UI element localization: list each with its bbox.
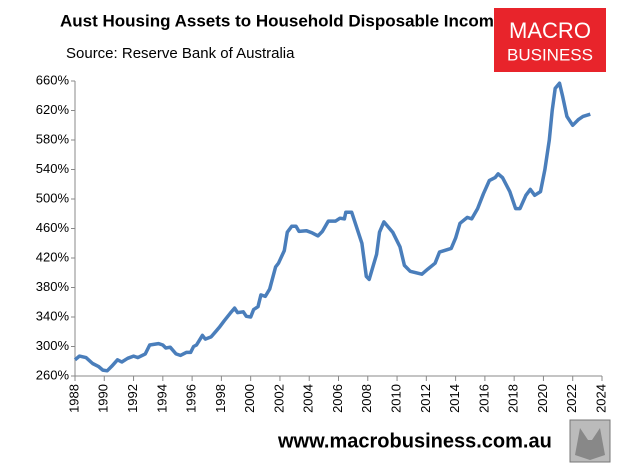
x-tick-label: 1996 xyxy=(184,384,199,413)
x-tick-label: 1992 xyxy=(125,384,140,413)
y-tick-label: 340% xyxy=(36,308,70,323)
x-tick-label: 1994 xyxy=(154,384,169,413)
x-tick-label: 2014 xyxy=(447,384,462,413)
chart-title: Aust Housing Assets to Household Disposa… xyxy=(60,11,503,30)
x-tick-label: 2024 xyxy=(593,384,608,413)
x-tick-label: 2022 xyxy=(564,384,579,413)
footer: www.macrobusiness.com.au xyxy=(277,430,552,452)
y-tick-label: 500% xyxy=(36,190,70,205)
y-tick-label: 420% xyxy=(36,249,70,264)
x-tick-label: 1998 xyxy=(213,384,228,413)
y-tick-label: 580% xyxy=(36,131,70,146)
wolf-icon-shape xyxy=(575,428,605,460)
logo-text: BUSINESS xyxy=(507,45,593,64)
logo-text: MACRO xyxy=(509,18,591,43)
y-tick-label: 260% xyxy=(36,367,70,382)
logo-box xyxy=(494,8,606,72)
x-tick-label: 1988 xyxy=(66,384,81,413)
y-tick-label: 380% xyxy=(36,279,70,294)
x-tick-label: 2010 xyxy=(388,384,403,413)
x-tick-label: 2006 xyxy=(330,384,345,413)
y-tick-label: 540% xyxy=(36,161,70,176)
x-tick-label: 2002 xyxy=(271,384,286,413)
x-tick-label: 2018 xyxy=(506,384,521,413)
x-tick-label: 1990 xyxy=(96,384,111,413)
x-tick-label: 2012 xyxy=(418,384,433,413)
x-tick-label: 2016 xyxy=(476,384,491,413)
x-tick-label: 2004 xyxy=(301,384,316,413)
y-tick-label: 660% xyxy=(36,72,70,87)
y-tick-label: 620% xyxy=(36,102,70,117)
data-line xyxy=(73,81,591,373)
y-tick-label: 460% xyxy=(36,220,70,235)
y-tick-label: 300% xyxy=(36,338,70,353)
chart-subtitle: Source: Reserve Bank of Australia xyxy=(66,45,295,62)
x-tick-label: 2008 xyxy=(359,384,374,413)
x-tick-label: 2000 xyxy=(242,384,257,413)
x-tick-label: 2020 xyxy=(535,384,550,413)
